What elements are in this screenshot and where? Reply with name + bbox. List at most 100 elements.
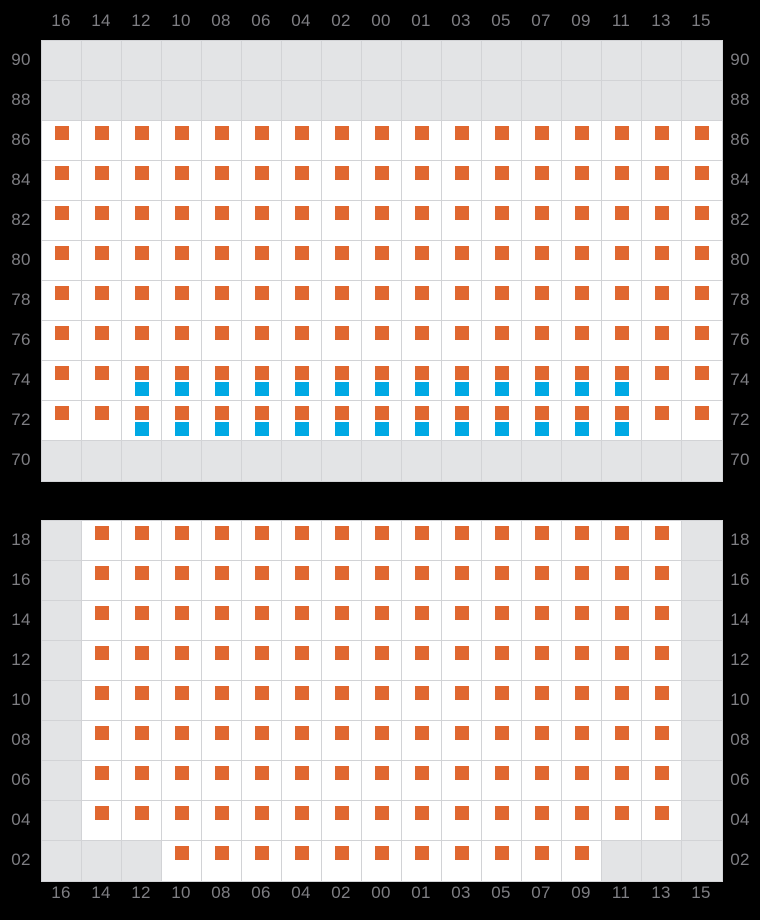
seat-cell[interactable] [402,241,442,281]
seat-cell[interactable] [402,841,442,881]
seat-cell[interactable] [642,681,682,721]
seat-cell[interactable] [362,841,402,881]
seat-cell[interactable] [122,281,162,321]
seat-cell[interactable] [522,201,562,241]
seat-cell[interactable] [442,601,482,641]
seat-cell[interactable] [402,281,442,321]
seat-cell[interactable] [362,321,402,361]
seat-cell[interactable] [122,561,162,601]
seat-cell[interactable] [402,321,442,361]
seat-cell[interactable] [242,721,282,761]
seat-cell[interactable] [42,121,82,161]
seat-cell[interactable] [642,761,682,801]
seat-cell[interactable] [402,121,442,161]
seat-cell[interactable] [242,601,282,641]
seat-cell[interactable] [562,641,602,681]
seat-cell[interactable] [522,841,562,881]
seat-cell[interactable] [522,641,562,681]
seat-cell[interactable] [202,121,242,161]
seat-cell[interactable] [482,241,522,281]
seat-cell[interactable] [322,521,362,561]
seat-cell[interactable] [162,241,202,281]
seat-cell[interactable] [562,241,602,281]
seat-cell[interactable] [362,161,402,201]
seat-cell[interactable] [82,601,122,641]
seat-cell[interactable] [522,401,562,441]
seat-cell[interactable] [402,641,442,681]
seat-cell[interactable] [162,361,202,401]
seat-cell[interactable] [482,121,522,161]
seat-cell[interactable] [82,241,122,281]
seat-cell[interactable] [562,681,602,721]
seat-cell[interactable] [442,561,482,601]
seat-cell[interactable] [642,121,682,161]
seat-cell[interactable] [122,761,162,801]
seat-cell[interactable] [402,361,442,401]
seat-cell[interactable] [642,281,682,321]
seat-cell[interactable] [482,841,522,881]
seat-cell[interactable] [442,201,482,241]
seat-grid-upper-deck[interactable] [41,40,723,482]
seat-cell[interactable] [642,361,682,401]
seat-cell[interactable] [482,401,522,441]
seat-cell[interactable] [242,641,282,681]
seat-cell[interactable] [162,841,202,881]
seat-cell[interactable] [282,681,322,721]
seat-cell[interactable] [82,761,122,801]
seat-cell[interactable] [202,761,242,801]
seat-cell[interactable] [602,361,642,401]
seat-cell[interactable] [42,321,82,361]
seat-cell[interactable] [362,201,402,241]
seat-cell[interactable] [402,201,442,241]
seat-cell[interactable] [362,361,402,401]
seat-cell[interactable] [602,401,642,441]
seat-cell[interactable] [282,761,322,801]
seat-cell[interactable] [282,281,322,321]
seat-cell[interactable] [442,801,482,841]
seat-cell[interactable] [602,601,642,641]
seat-cell[interactable] [42,161,82,201]
seat-cell[interactable] [562,561,602,601]
seat-cell[interactable] [282,241,322,281]
seat-cell[interactable] [442,361,482,401]
seat-cell[interactable] [322,241,362,281]
seat-cell[interactable] [522,521,562,561]
seat-cell[interactable] [242,321,282,361]
seat-cell[interactable] [602,201,642,241]
seat-cell[interactable] [442,401,482,441]
seat-cell[interactable] [282,321,322,361]
seat-cell[interactable] [162,281,202,321]
seat-cell[interactable] [602,721,642,761]
seat-cell[interactable] [322,281,362,321]
seat-cell[interactable] [602,641,642,681]
seat-cell[interactable] [202,281,242,321]
seat-cell[interactable] [322,201,362,241]
seat-cell[interactable] [162,801,202,841]
seat-cell[interactable] [82,721,122,761]
seat-cell[interactable] [442,681,482,721]
seat-cell[interactable] [602,321,642,361]
seat-cell[interactable] [402,161,442,201]
seat-cell[interactable] [482,321,522,361]
seat-cell[interactable] [442,161,482,201]
seat-cell[interactable] [282,521,322,561]
seat-cell[interactable] [282,121,322,161]
seat-cell[interactable] [682,321,722,361]
seat-cell[interactable] [122,161,162,201]
seat-cell[interactable] [322,361,362,401]
seat-cell[interactable] [202,161,242,201]
seat-cell[interactable] [42,241,82,281]
seat-cell[interactable] [442,641,482,681]
seat-cell[interactable] [602,521,642,561]
seat-cell[interactable] [242,201,282,241]
seat-cell[interactable] [522,761,562,801]
seat-cell[interactable] [362,401,402,441]
seat-cell[interactable] [82,561,122,601]
seat-cell[interactable] [82,801,122,841]
seat-cell[interactable] [282,161,322,201]
seat-cell[interactable] [642,321,682,361]
seat-cell[interactable] [202,561,242,601]
seat-cell[interactable] [402,601,442,641]
seat-cell[interactable] [322,121,362,161]
seat-cell[interactable] [642,721,682,761]
